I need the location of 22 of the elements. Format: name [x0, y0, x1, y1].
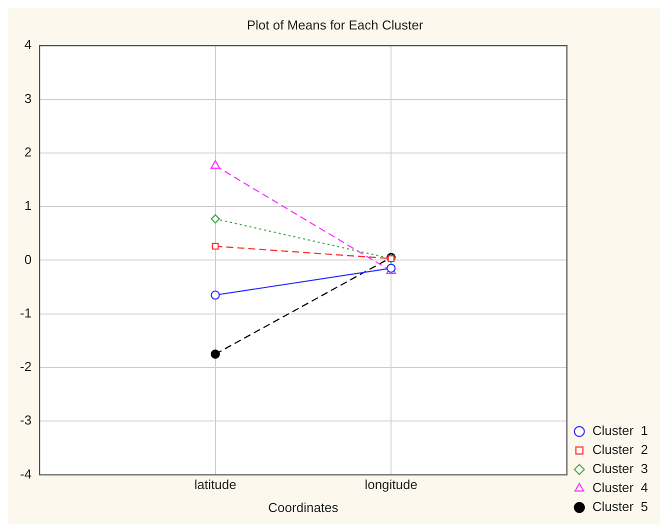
- y-tick-label: -3: [20, 412, 32, 428]
- x-tick-label: longitude: [364, 477, 418, 492]
- y-tick-label: -2: [20, 359, 32, 374]
- y-tick-label: -1: [20, 305, 32, 320]
- y-tick-label: 2: [24, 144, 32, 160]
- point: [210, 214, 220, 224]
- y-tick-label: 3: [24, 90, 32, 106]
- legend-label: Cluster 1: [592, 423, 648, 438]
- legend-label: Cluster 5: [592, 499, 648, 514]
- point: [212, 242, 219, 250]
- y-tick-label: 1: [24, 198, 32, 214]
- x-axis-title: Coordinates: [268, 500, 339, 515]
- y-tick-label: -4: [20, 466, 32, 482]
- x-tick-label: latitude: [194, 477, 236, 492]
- point: [210, 349, 220, 359]
- chart-title: Plot of Means for Each Cluster: [246, 17, 424, 32]
- y-tick-label: 4: [24, 37, 32, 52]
- legend-label: Cluster 4: [592, 480, 648, 496]
- y-tick-label: 0: [24, 252, 32, 267]
- legend-label: Cluster 3: [592, 461, 648, 476]
- point: [210, 290, 220, 300]
- legend-label: Cluster 2: [592, 442, 648, 458]
